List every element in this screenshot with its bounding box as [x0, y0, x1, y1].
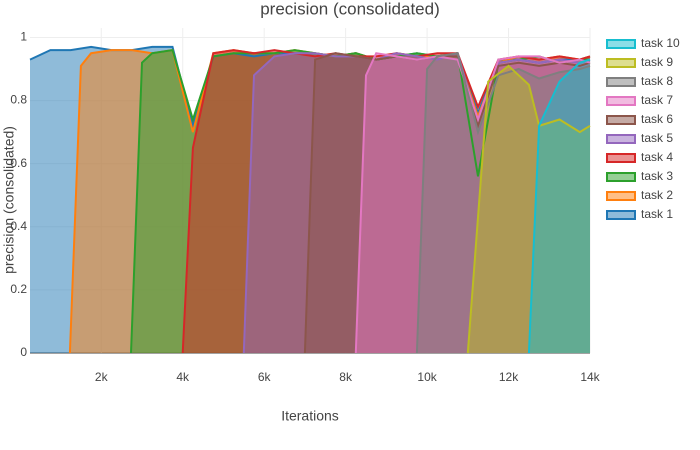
- y-tick-label: 0.4: [10, 219, 27, 233]
- legend-item[interactable]: task 6: [606, 112, 673, 126]
- legend-swatch: [606, 134, 636, 144]
- y-tick-label: 0.2: [10, 282, 27, 296]
- x-tick-label: 8k: [339, 370, 353, 384]
- x-tick-label: 4k: [176, 370, 190, 384]
- y-tick-label: 0: [20, 345, 27, 359]
- legend-label: task 8: [641, 74, 673, 88]
- legend-label: task 4: [641, 150, 673, 164]
- legend-label: task 5: [641, 131, 673, 145]
- area-fill: [528, 59, 590, 353]
- legend-swatch: [606, 191, 636, 201]
- series-line: [242, 51, 591, 354]
- legend-item[interactable]: task 10: [606, 36, 680, 50]
- legend-swatch: [606, 58, 636, 68]
- legend-swatch: [606, 210, 636, 220]
- legend-label: task 2: [641, 188, 673, 202]
- y-axis-title: precision (consolidated): [1, 126, 17, 274]
- legend-label: task 6: [641, 112, 673, 126]
- x-tick-label: 14k: [580, 370, 600, 384]
- series-line: [415, 52, 591, 354]
- line-layer: [29, 45, 591, 354]
- legend-label: task 10: [641, 36, 680, 50]
- legend-item[interactable]: task 9: [606, 55, 673, 69]
- legend-swatch: [606, 172, 636, 182]
- legend-label: task 3: [641, 169, 673, 183]
- legend-swatch: [606, 96, 636, 106]
- x-tick-label: 2k: [95, 370, 109, 384]
- area-layer: [30, 46, 591, 354]
- x-axis-title: Iterations: [281, 408, 339, 424]
- series-line: [466, 64, 591, 354]
- legend-item[interactable]: task 7: [606, 93, 673, 107]
- legend: task 10 task 9 task 8 task 7 task 6 task 5 tas…: [606, 36, 680, 221]
- legend-item[interactable]: task 1: [606, 207, 673, 221]
- y-tick-label: 0.6: [10, 156, 27, 170]
- legend-swatch: [606, 153, 636, 163]
- legend-label: task 1: [641, 207, 673, 221]
- legend-label: task 9: [641, 55, 673, 69]
- series-line: [303, 52, 591, 354]
- x-tick-label: 10k: [417, 370, 437, 384]
- legend-item[interactable]: task 2: [606, 188, 673, 202]
- x-tick-label: 12k: [499, 370, 519, 384]
- series-line: [527, 58, 591, 354]
- legend-swatch: [606, 77, 636, 87]
- legend-item[interactable]: task 3: [606, 169, 673, 183]
- x-tick-label: 6k: [258, 370, 272, 384]
- y-tick-label: 0.8: [10, 93, 27, 107]
- legend-item[interactable]: task 5: [606, 131, 673, 145]
- legend-label: task 7: [641, 93, 673, 107]
- chart-title: precision (consolidated): [260, 0, 440, 18]
- legend-item[interactable]: task 8: [606, 74, 673, 88]
- legend-item[interactable]: task 4: [606, 150, 673, 164]
- y-tick-label: 1: [20, 30, 27, 44]
- legend-swatch: [606, 39, 636, 49]
- legend-swatch: [606, 115, 636, 125]
